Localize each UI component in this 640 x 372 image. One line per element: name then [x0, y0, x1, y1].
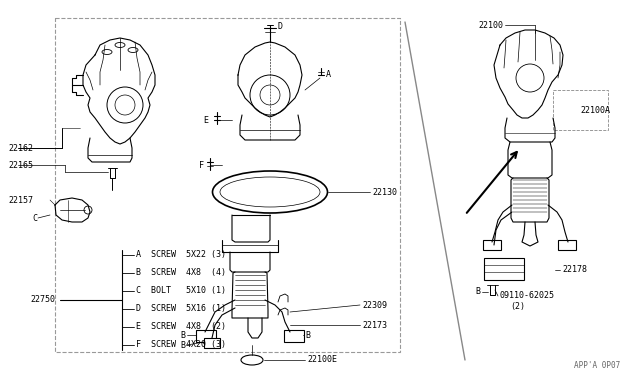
Text: 22165: 22165: [8, 160, 33, 170]
FancyBboxPatch shape: [284, 330, 304, 342]
Text: C  BOLT   5X10 (1): C BOLT 5X10 (1): [136, 286, 226, 295]
FancyBboxPatch shape: [196, 330, 216, 342]
Text: C: C: [32, 214, 37, 222]
Text: 22157: 22157: [8, 196, 33, 205]
Text: E: E: [203, 115, 208, 125]
Text: B: B: [305, 330, 310, 340]
Text: B  SCREW  4X8  (4): B SCREW 4X8 (4): [136, 269, 226, 278]
Text: 22162: 22162: [8, 144, 33, 153]
Text: 22750: 22750: [30, 295, 55, 305]
Text: D: D: [278, 22, 283, 31]
Text: B: B: [180, 340, 185, 350]
Text: (2): (2): [510, 301, 525, 311]
Text: A  SCREW  5X22 (3): A SCREW 5X22 (3): [136, 250, 226, 260]
Text: F: F: [199, 160, 204, 170]
Text: 22100A: 22100A: [580, 106, 610, 115]
Text: 22178: 22178: [562, 266, 587, 275]
FancyBboxPatch shape: [558, 240, 576, 250]
FancyBboxPatch shape: [204, 338, 220, 348]
FancyBboxPatch shape: [484, 258, 524, 280]
Text: 22130: 22130: [372, 187, 397, 196]
Text: 22100: 22100: [478, 20, 503, 29]
FancyBboxPatch shape: [483, 240, 501, 250]
Text: 22309: 22309: [362, 301, 387, 310]
Text: B: B: [475, 288, 480, 296]
Text: 22173: 22173: [362, 321, 387, 330]
Text: F  SCREW  4X20 (3): F SCREW 4X20 (3): [136, 340, 226, 350]
Text: E  SCREW  4X8  (2): E SCREW 4X8 (2): [136, 323, 226, 331]
Text: D  SCREW  5X16 (1): D SCREW 5X16 (1): [136, 305, 226, 314]
Text: A: A: [326, 70, 331, 78]
Text: 22100E: 22100E: [307, 356, 337, 365]
Text: 09110-62025: 09110-62025: [500, 292, 555, 301]
Text: B: B: [180, 330, 185, 340]
Text: APP'A 0P07: APP'A 0P07: [573, 360, 620, 369]
